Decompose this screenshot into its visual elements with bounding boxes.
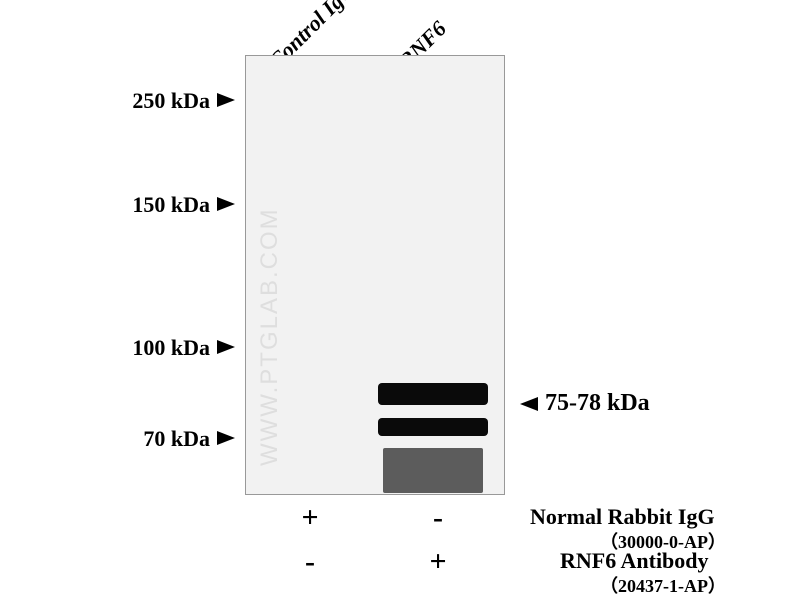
arrow-icon-70 bbox=[217, 431, 235, 445]
mw-label-100: 100 kDa bbox=[100, 335, 210, 361]
mw-label-150: 150 kDa bbox=[100, 192, 210, 218]
mw-label-70: 70 kDa bbox=[100, 426, 210, 452]
arrow-icon-target bbox=[520, 397, 538, 411]
protein-band-smear bbox=[383, 448, 483, 493]
arrow-icon-100 bbox=[217, 340, 235, 354]
watermark-text: WWW.PTGLAB.COM bbox=[256, 207, 284, 466]
figure-container: Control IgG RNF6 WWW.PTGLAB.COM 250 kDa … bbox=[0, 0, 800, 600]
protein-band-lower bbox=[378, 418, 488, 436]
symbol-row2-lane2: + bbox=[418, 545, 458, 579]
antibody-label-rnf6: RNF6 Antibody bbox=[560, 548, 709, 574]
arrow-icon-150 bbox=[217, 197, 235, 211]
protein-band-upper bbox=[378, 383, 488, 405]
symbol-row1-lane1: + bbox=[290, 501, 330, 535]
mw-label-250: 250 kDa bbox=[100, 88, 210, 114]
antibody-code-rnf6: （20437-1-AP） bbox=[600, 572, 726, 598]
symbol-row2-lane1: - bbox=[290, 545, 330, 579]
arrow-icon-250 bbox=[217, 93, 235, 107]
target-band-label: 75-78 kDa bbox=[545, 390, 650, 417]
symbol-row1-lane2: - bbox=[418, 501, 458, 535]
antibody-label-normal-igg: Normal Rabbit IgG bbox=[530, 504, 715, 530]
